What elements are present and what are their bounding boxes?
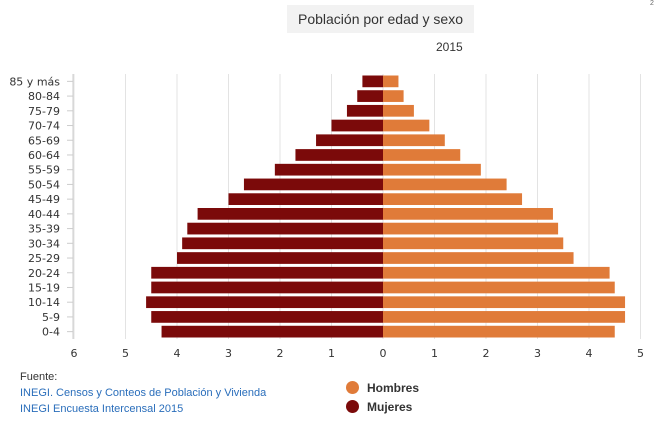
y-tick-label: 5-9 xyxy=(42,311,60,324)
bar-mujeres[interactable] xyxy=(177,252,383,264)
bar-hombres[interactable] xyxy=(383,311,626,323)
bar-hombres[interactable] xyxy=(383,193,523,205)
bar-mujeres[interactable] xyxy=(161,325,383,338)
bar-mujeres[interactable] xyxy=(151,311,383,323)
bar-mujeres[interactable] xyxy=(362,75,383,88)
corner-mark: 2 xyxy=(650,0,654,7)
bar-mujeres[interactable] xyxy=(274,163,383,176)
bar-mujeres[interactable] xyxy=(243,178,383,191)
x-axis-labels: 6 5 4 3 2 1 0 1 2 3 4 5 xyxy=(71,347,645,360)
legend-label-hombres: Hombres xyxy=(367,380,420,395)
y-tick-label: 70-74 xyxy=(28,120,60,133)
legend-dot-hombres-icon xyxy=(346,381,359,394)
bar-hombres[interactable] xyxy=(383,149,461,161)
y-tick-label: 0-4 xyxy=(42,326,60,339)
bar-mujeres[interactable] xyxy=(146,296,383,309)
legend-dot-mujeres-icon xyxy=(346,400,359,413)
y-tick-label: 65-69 xyxy=(28,134,60,147)
y-tick-label: 30-34 xyxy=(28,237,60,250)
source-link-censos[interactable]: INEGI. Censos y Conteos de Población y V… xyxy=(20,387,267,399)
x-tick-label: 3 xyxy=(225,347,232,360)
x-tick-label: 3 xyxy=(534,347,541,360)
bar-mujeres[interactable] xyxy=(228,193,384,205)
bar-hombres[interactable] xyxy=(383,296,626,309)
bar-hombres[interactable] xyxy=(383,222,559,235)
y-tick-label: 60-64 xyxy=(28,149,60,162)
legend-item-mujeres[interactable]: Mujeres xyxy=(346,397,419,416)
x-tick-label: 1 xyxy=(328,347,335,360)
bar-hombres[interactable] xyxy=(383,119,430,132)
y-tick-label: 50-54 xyxy=(28,178,60,191)
bar-mujeres[interactable] xyxy=(295,149,383,161)
bars xyxy=(146,75,626,338)
bar-hombres[interactable] xyxy=(383,134,445,147)
y-tick-label: 10-14 xyxy=(28,296,60,309)
legend-label-mujeres: Mujeres xyxy=(367,399,413,414)
y-tick-label: 40-44 xyxy=(28,208,60,221)
source-block: Fuente: INEGI. Censos y Conteos de Pobla… xyxy=(20,369,266,417)
bar-mujeres[interactable] xyxy=(182,237,383,250)
y-tick-label: 85 y más xyxy=(9,75,60,88)
y-tick-label: 80-84 xyxy=(28,90,60,103)
bar-hombres[interactable] xyxy=(383,75,399,88)
x-tick-label: 0 xyxy=(380,347,387,360)
bar-hombres[interactable] xyxy=(383,266,610,279)
bar-hombres[interactable] xyxy=(383,90,404,102)
y-tick-label: 55-59 xyxy=(28,164,60,177)
x-tick-label: 2 xyxy=(277,347,284,360)
bar-hombres[interactable] xyxy=(383,325,615,338)
y-tick-label: 15-19 xyxy=(28,281,60,294)
y-tick-label: 75-79 xyxy=(28,105,60,118)
legend: Hombres Mujeres xyxy=(346,378,419,416)
y-tick-label: 20-24 xyxy=(28,267,60,280)
bar-mujeres[interactable] xyxy=(346,104,383,117)
x-tick-label: 4 xyxy=(174,347,181,360)
bar-mujeres[interactable] xyxy=(331,119,384,132)
x-tick-label: 2 xyxy=(483,347,490,360)
y-tick-label: 45-49 xyxy=(28,193,60,206)
bar-mujeres[interactable] xyxy=(187,222,383,235)
source-label: Fuente: xyxy=(20,371,58,383)
source-link-encuesta[interactable]: INEGI Encuesta Intercensal 2015 xyxy=(20,403,184,415)
legend-item-hombres[interactable]: Hombres xyxy=(346,378,419,397)
x-tick-label: 6 xyxy=(71,347,78,360)
bar-mujeres[interactable] xyxy=(316,134,383,147)
bar-mujeres[interactable] xyxy=(197,208,383,220)
bar-hombres[interactable] xyxy=(383,281,615,294)
chart-title: Población por edad y sexo xyxy=(287,5,474,33)
bar-mujeres[interactable] xyxy=(151,281,383,294)
bar-hombres[interactable] xyxy=(383,104,414,117)
bar-hombres[interactable] xyxy=(383,178,507,191)
grid-lines xyxy=(72,74,641,339)
x-tick-label: 4 xyxy=(586,347,593,360)
bar-hombres[interactable] xyxy=(383,252,574,264)
bar-mujeres[interactable] xyxy=(357,90,383,102)
y-tick-label: 25-29 xyxy=(28,252,60,265)
x-tick-label: 5 xyxy=(122,347,129,360)
y-tick-label: 35-39 xyxy=(28,223,60,236)
bar-hombres[interactable] xyxy=(383,208,553,220)
bar-hombres[interactable] xyxy=(383,163,481,176)
bar-hombres[interactable] xyxy=(383,237,564,250)
x-tick-label: 5 xyxy=(637,347,644,360)
chart-subtitle-year: 2015 xyxy=(436,40,463,54)
x-tick-label: 1 xyxy=(431,347,438,360)
bar-mujeres[interactable] xyxy=(151,266,383,279)
